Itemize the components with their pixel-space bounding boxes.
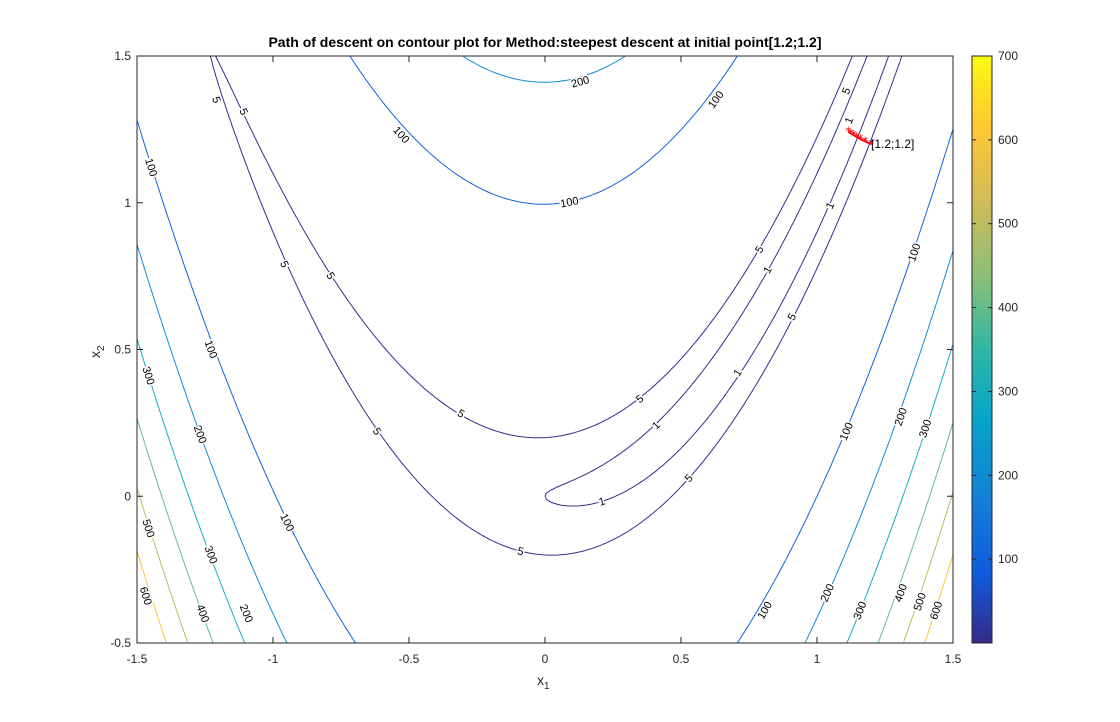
colorbar-ticks: 100 200 300 400 500 600 700 bbox=[972, 49, 1018, 566]
contour-level-600 bbox=[137, 550, 953, 643]
contour-level-500 bbox=[137, 487, 953, 643]
x-tick-label: -1.5 bbox=[127, 652, 148, 666]
colorbar-tick-label: 300 bbox=[998, 384, 1018, 398]
y-tick-label: 0.5 bbox=[114, 343, 131, 357]
y-tick-label: -0.5 bbox=[110, 636, 131, 650]
contour-label: 5 bbox=[516, 545, 525, 558]
contour-label: 100 bbox=[559, 195, 579, 210]
initial-point-annotation: [1.2;1.2] bbox=[871, 137, 914, 151]
x-tick-label: -0.5 bbox=[399, 652, 420, 666]
x-tick-label: 1 bbox=[814, 652, 821, 666]
contour-level-100 bbox=[137, 56, 953, 643]
colorbar-tick-label: 700 bbox=[998, 49, 1018, 63]
x-tick-label: 1.5 bbox=[945, 652, 962, 666]
contour-level-400 bbox=[137, 418, 953, 643]
path-marker: * bbox=[851, 128, 857, 142]
x-tick-label: -1 bbox=[268, 652, 279, 666]
x-tick-label: 0 bbox=[542, 652, 549, 666]
path-marker: * bbox=[854, 130, 860, 144]
contour-lines bbox=[137, 56, 953, 643]
y-axis-label: x2 bbox=[87, 345, 107, 358]
descent-path-line bbox=[847, 130, 872, 146]
x-axis-ticks: -1.5 -1 -0.5 0 0.5 1 1.5 bbox=[127, 56, 962, 666]
contour-level-5 bbox=[209, 56, 903, 556]
x-axis-label: x1 bbox=[537, 672, 550, 692]
contour-level-1 bbox=[544, 56, 890, 507]
contour-level-200 bbox=[137, 56, 953, 643]
colorbar bbox=[971, 55, 993, 644]
colorbar-tick-label: 500 bbox=[998, 217, 1018, 231]
x-tick-label: 0.5 bbox=[673, 652, 690, 666]
descent-path: ******* bbox=[845, 125, 874, 151]
colorbar-tick-label: 200 bbox=[998, 468, 1018, 482]
colorbar-tick-label: 400 bbox=[998, 301, 1018, 315]
path-marker: * bbox=[862, 134, 868, 148]
y-axis-ticks: -0.5 0 0.5 1 1.5 bbox=[110, 49, 953, 650]
plot-area bbox=[137, 56, 953, 643]
chart-title: Path of descent on contour plot for Meth… bbox=[268, 34, 821, 50]
colorbar-tick-label: 600 bbox=[998, 133, 1018, 147]
contour-level-300 bbox=[137, 338, 953, 643]
path-marker: * bbox=[868, 137, 874, 151]
path-marker: * bbox=[858, 132, 864, 146]
y-tick-label: 0 bbox=[124, 489, 131, 503]
path-marker: * bbox=[848, 127, 854, 141]
path-marker: * bbox=[845, 125, 851, 139]
y-tick-label: 1.5 bbox=[114, 49, 131, 63]
colorbar-tick-label: 100 bbox=[998, 552, 1018, 566]
y-tick-label: 1 bbox=[124, 196, 131, 210]
